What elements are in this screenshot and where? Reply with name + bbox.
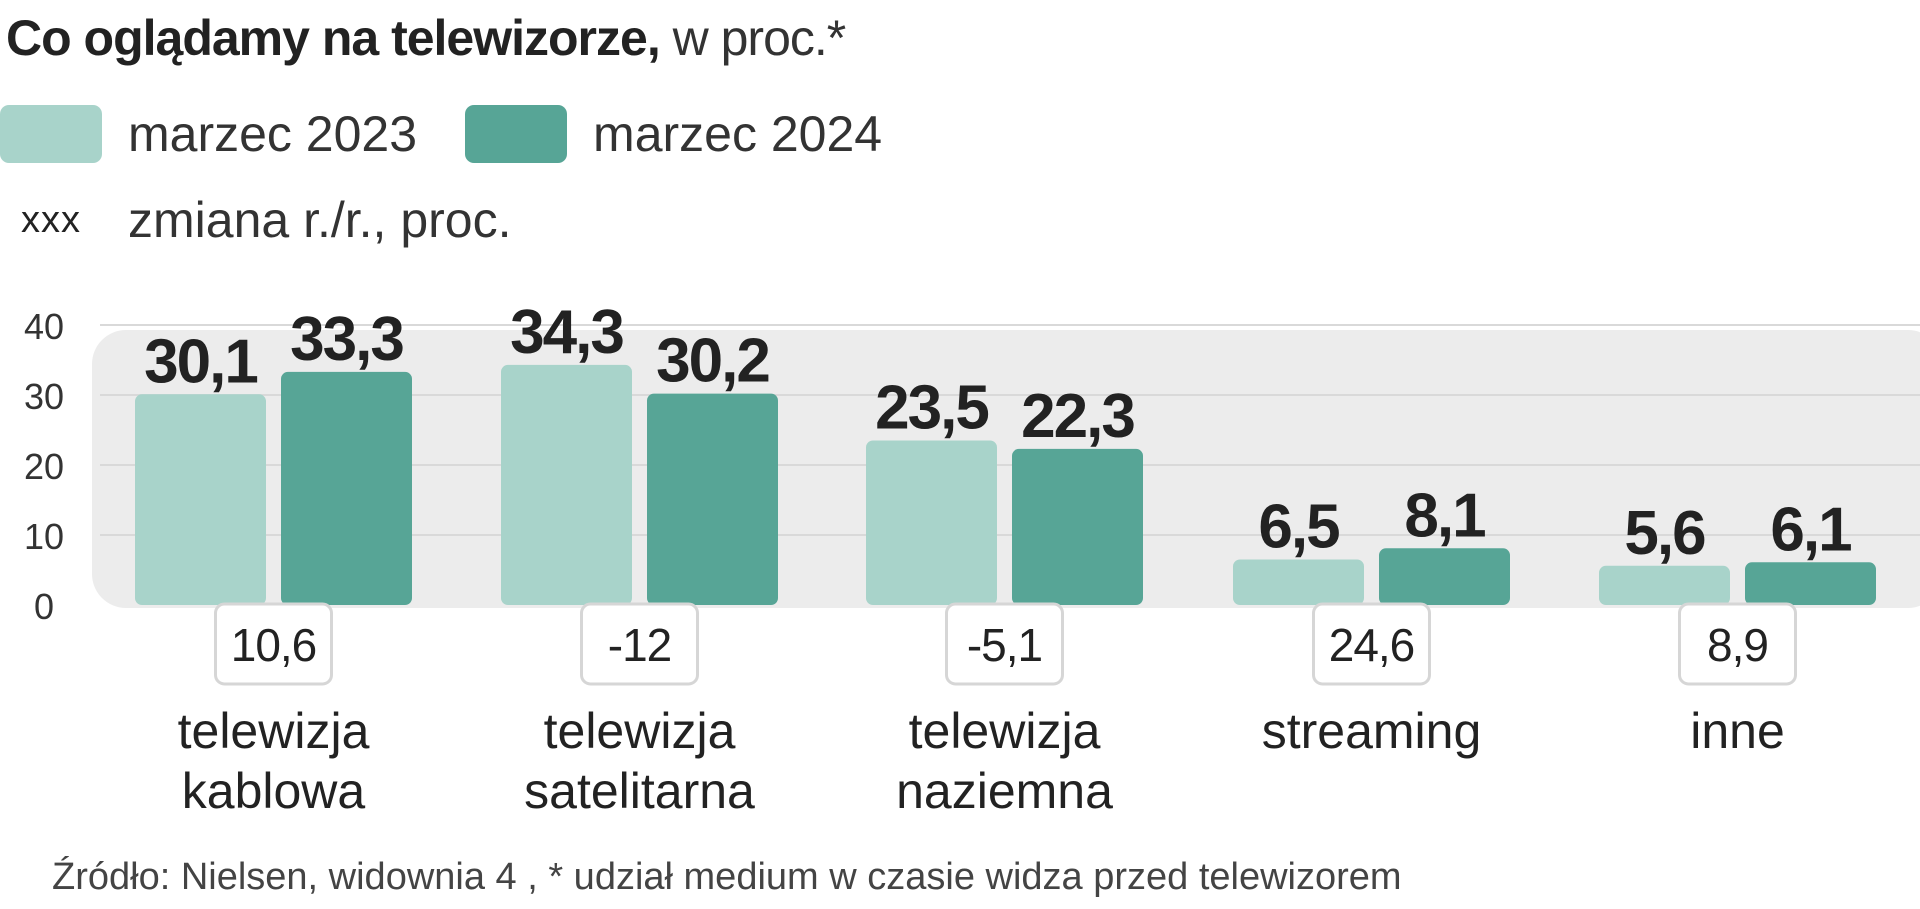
change-box (1312, 602, 1431, 686)
category-label: naziemna (896, 763, 1113, 819)
category-label: streaming (1262, 703, 1482, 759)
bar-value-label: 34,3 (510, 298, 623, 367)
legend-swatch-2024 (465, 105, 568, 163)
change-value: 24,6 (1329, 619, 1415, 671)
change-value: 10,6 (231, 619, 317, 671)
bar-2023 (866, 440, 997, 605)
bar-2024 (1012, 448, 1143, 605)
legend-swatch-2023 (0, 105, 102, 163)
change-box (580, 602, 699, 686)
category-label: telewizja (544, 703, 736, 759)
bar-value-label: 8,1 (1404, 481, 1485, 550)
bar-2023 (1599, 565, 1730, 605)
bar-2023 (501, 364, 632, 605)
category-label: telewizja (909, 703, 1101, 759)
bar-value-label: 6,1 (1770, 495, 1851, 564)
change-value: -5,1 (967, 619, 1042, 671)
bar-2024 (281, 371, 412, 605)
change-box (214, 602, 333, 686)
chart-title-main: Co oglądamy na telewizorze, (6, 10, 661, 66)
chart-title-unit: w proc.* (659, 10, 847, 66)
source-note: Źródło: Nielsen, widownia 4 , * udział m… (52, 856, 1402, 898)
category-label: telewizja (178, 703, 370, 759)
change-value: -12 (608, 619, 671, 671)
bar-value-label: 6,5 (1258, 493, 1339, 562)
legend-change-marker: xxx (21, 198, 81, 241)
bar-value-label: 22,3 (1021, 382, 1134, 451)
change-box (1678, 602, 1797, 686)
y-tick-label: 10 (24, 516, 64, 557)
bar-value-label: 30,1 (144, 327, 257, 396)
y-tick-label: 30 (24, 376, 64, 417)
bar-value-label: 5,6 (1624, 499, 1705, 568)
bar-2023 (135, 394, 266, 605)
legend: marzec 2023 marzec 2024 (0, 102, 882, 166)
change-box (945, 602, 1064, 686)
category-label: inne (1690, 703, 1785, 759)
bar-value-label: 23,5 (875, 374, 988, 443)
legend-label-2024: marzec 2024 (593, 106, 883, 162)
bar-value-label: 33,3 (290, 305, 403, 374)
bar-2023 (1233, 559, 1364, 605)
legend-change: xxx zmiana r./r., proc. (0, 188, 511, 252)
bar-2024 (1379, 548, 1510, 605)
change-value: 8,9 (1707, 619, 1768, 671)
legend-label-2023: marzec 2023 (128, 106, 418, 162)
bar-2024 (647, 393, 778, 605)
category-label: satelitarna (524, 763, 755, 819)
bar-2024 (1745, 562, 1876, 605)
category-label: kablowa (182, 763, 366, 819)
y-tick-label: 0 (34, 586, 54, 627)
legend-change-label: zmiana r./r., proc. (128, 192, 512, 248)
bar-value-label: 30,2 (656, 327, 769, 396)
y-tick-label: 20 (24, 446, 64, 487)
chart-title: Co oglądamy na telewizorze, w proc.* (6, 6, 847, 70)
y-tick-label: 40 (24, 306, 64, 347)
